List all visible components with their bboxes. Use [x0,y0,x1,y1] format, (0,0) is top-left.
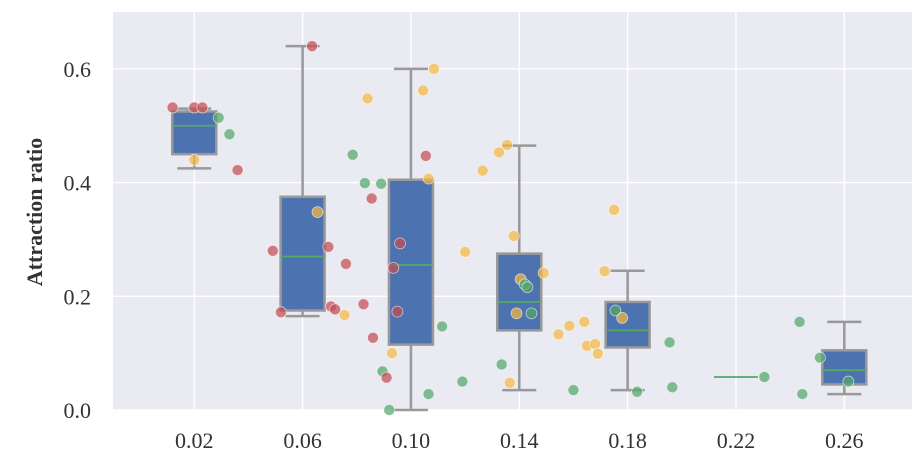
data-point-orange [338,309,351,321]
data-point-orange [422,172,435,185]
data-point-orange [459,246,472,258]
data-point-green [456,375,469,388]
data-point-orange [507,230,520,242]
data-point-green [436,320,448,333]
data-point-red [275,306,287,319]
data-point-green [796,388,809,400]
data-point-orange [598,265,611,278]
data-point-orange [552,328,565,341]
data-point-red [231,164,244,176]
data-point-red [329,303,341,316]
data-point-red [357,298,370,311]
data-point-red [419,149,432,162]
data-point-green [212,111,225,124]
data-point-red [394,237,406,250]
data-point-orange [417,84,430,97]
data-point-orange [591,347,604,360]
y-tick-labels: 0.0 0.2 0.4 0.6 [64,57,92,423]
data-point-orange [563,319,576,332]
y-tick-label: 0.2 [64,284,92,309]
box-body [387,178,435,346]
data-point-orange [578,315,591,328]
data-point-green [358,177,371,190]
data-point-green [814,351,826,364]
data-point-green [495,358,508,371]
data-point-red [387,261,400,274]
data-point-green [567,384,580,397]
data-point-green [631,385,643,398]
y-tick-label: 0.0 [64,398,92,423]
data-point-orange [616,311,629,324]
data-point-green [383,404,396,416]
data-point-red [391,305,404,318]
data-point-green [758,371,771,383]
x-tick-label: 0.10 [392,428,431,453]
data-point-orange [589,338,602,350]
data-point-green [223,128,236,141]
data-point-orange [188,153,201,166]
data-point-orange [503,376,516,389]
data-point-orange [428,62,440,75]
data-point-red [340,257,352,270]
data-point-orange [311,206,324,219]
y-axis-label: Attraction ratio [22,138,47,286]
data-point-orange [501,139,513,151]
plot-background [113,12,912,410]
data-point-orange [476,164,489,177]
data-point-orange [608,203,620,216]
y-tick-label: 0.6 [64,57,92,82]
data-points [166,40,855,416]
data-point-red [380,371,393,384]
data-point-red [365,192,378,205]
box-body [496,252,543,332]
data-point-green [346,148,359,161]
x-tick-label: 0.22 [717,428,756,453]
data-point-green [793,315,806,328]
x-tick-label: 0.26 [825,428,864,453]
data-point-green [375,177,388,190]
data-point-green [525,307,538,320]
data-point-orange [386,347,398,360]
data-point-green [521,281,534,294]
data-point-red [322,240,335,253]
data-point-red [306,40,318,53]
data-point-orange [493,146,505,159]
data-point-green [609,304,622,317]
data-point-green [666,381,679,394]
data-point-red [166,101,179,114]
data-point-green [422,388,435,400]
data-point-green [842,375,855,388]
data-point-orange [537,267,550,279]
box-body [171,110,218,156]
x-tick-labels: 0.02 0.06 0.10 0.14 0.18 0.22 0.26 [175,428,864,453]
x-tick-label: 0.02 [175,428,214,453]
data-point-red [196,101,209,114]
data-point-orange [361,92,374,105]
data-point-red [367,331,379,344]
y-tick-label: 0.4 [64,171,92,196]
x-tick-label: 0.06 [283,428,322,453]
data-point-orange [510,307,523,320]
x-tick-label: 0.14 [500,428,539,453]
x-tick-label: 0.18 [608,428,647,453]
data-point-green [663,336,676,349]
data-point-red [266,244,279,257]
